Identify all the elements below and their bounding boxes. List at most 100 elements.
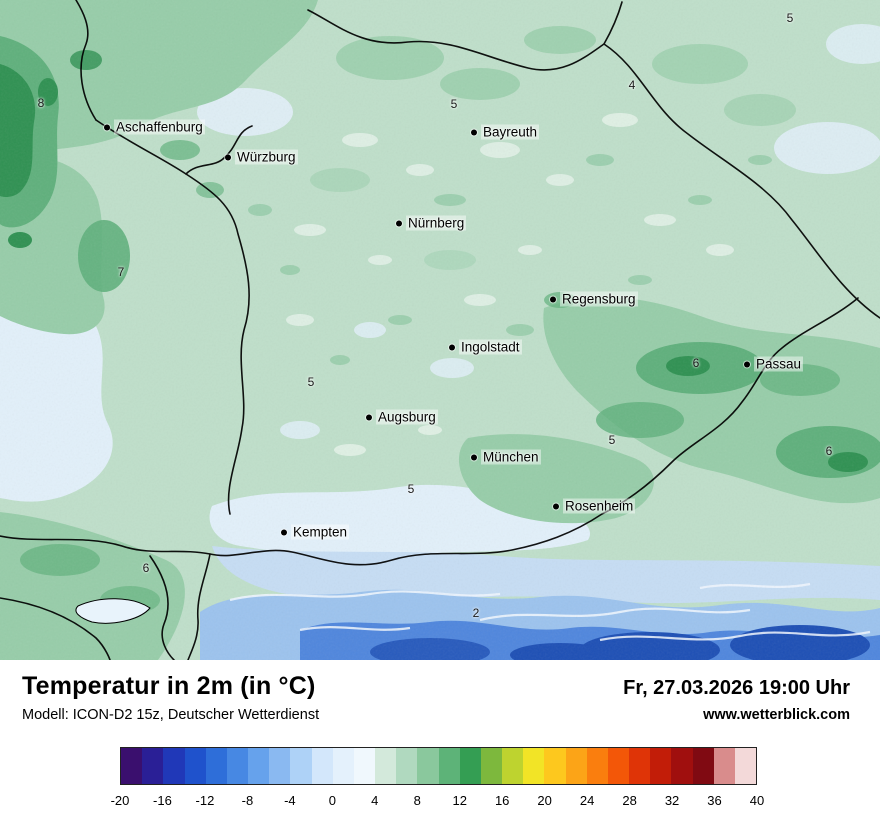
city-marker: Regensburg <box>550 291 638 307</box>
city-marker: Nürnberg <box>396 215 467 231</box>
colorbar-cell <box>248 748 270 784</box>
temperature-field-svg <box>0 0 880 660</box>
colorbar-tick-label: 16 <box>494 793 510 808</box>
city-label: Passau <box>754 356 804 372</box>
city-dot-icon <box>281 529 287 535</box>
temp-value-label: 2 <box>472 606 480 620</box>
city-label: Ingolstadt <box>459 339 522 355</box>
colorbar-cell <box>544 748 566 784</box>
city-dot-icon <box>471 129 477 135</box>
colorbar-cell <box>396 748 418 784</box>
colorbar-tick-label: 40 <box>749 793 765 808</box>
temp-value-label: 6 <box>825 444 833 458</box>
city-label: München <box>481 449 541 465</box>
colorbar-tick-label: -16 <box>153 793 172 808</box>
temp-value-label: 6 <box>692 356 700 370</box>
city-marker: Ingolstadt <box>449 339 522 355</box>
city-label: Nürnberg <box>406 215 467 231</box>
colorbar-cell <box>523 748 545 784</box>
city-dot-icon <box>449 344 455 350</box>
temp-value-label: 5 <box>407 482 415 496</box>
city-dot-icon <box>396 220 402 226</box>
temp-value-label: 7 <box>117 265 125 279</box>
city-label: Kempten <box>291 524 350 540</box>
colorbar-tick-label: 32 <box>664 793 680 808</box>
colorbar-cell <box>671 748 693 784</box>
city-marker: Bayreuth <box>471 124 540 140</box>
city-marker: Passau <box>744 356 804 372</box>
colorbar-cell <box>650 748 672 784</box>
website-label: www.wetterblick.com <box>703 707 850 723</box>
temp-value-label: 5 <box>786 11 794 25</box>
colorbar-tick-label: 12 <box>452 793 467 808</box>
colorbar-cell <box>607 748 630 784</box>
city-marker: Kempten <box>281 524 350 540</box>
city-label: Regensburg <box>560 291 638 307</box>
legend: -20 -16 -12 -8 -4 0 4 8 12 16 20 24 28 32 36 40 <box>0 723 880 823</box>
colorbar-tick-label: -20 <box>110 793 130 808</box>
temp-value-label: 5 <box>450 97 458 111</box>
colorbar-cell <box>184 748 206 784</box>
city-dot-icon <box>471 454 477 460</box>
colorbar-tick-label: 0 <box>328 793 336 808</box>
temp-value-label: 5 <box>608 433 616 447</box>
model-info: Modell: ICON-D2 15z, Deutscher Wetterdie… <box>22 707 320 723</box>
colorbar-tick-label: 4 <box>371 793 379 808</box>
colorbar-cell <box>205 748 227 784</box>
colorbar-cell <box>502 748 524 784</box>
city-dot-icon <box>550 296 556 302</box>
colorbar-cell <box>375 748 397 784</box>
colorbar-cell <box>565 748 587 784</box>
colorbar-tick-label: 24 <box>579 793 595 808</box>
lake-bodensee <box>75 598 151 624</box>
colorbar-tick-label: 36 <box>707 793 722 808</box>
colorbar-tick-label: -8 <box>241 793 254 808</box>
colorbar-cell <box>692 748 714 784</box>
city-dot-icon <box>553 503 559 509</box>
colorbar-cell <box>332 748 354 784</box>
colorbar-cell <box>480 748 503 784</box>
city-marker: Aschaffenburg <box>104 119 205 135</box>
title-bar: Temperatur in 2m (in °C) Fr, 27.03.2026 … <box>0 660 880 701</box>
city-label: Würzburg <box>235 149 298 165</box>
city-dot-icon <box>366 414 372 420</box>
colorbar-cell <box>269 748 291 784</box>
city-label: Aschaffenburg <box>114 119 205 135</box>
forecast-datetime: Fr, 27.03.2026 19:00 Uhr <box>623 677 850 699</box>
colorbar-cell <box>290 748 312 784</box>
temp-value-label: 6 <box>142 561 150 575</box>
weather-map: Aschaffenburg Würzburg Bayreuth Nürnberg Reg… <box>0 0 880 660</box>
colorbar-cell <box>713 748 735 784</box>
colorbar-cell <box>142 748 164 784</box>
page-title: Temperatur in 2m (in °C) <box>22 672 316 700</box>
colorbar-cell <box>226 748 249 784</box>
city-label: Augsburg <box>376 409 438 425</box>
temp-value-label: 8 <box>37 96 45 110</box>
colorbar-ticks: -20 -16 -12 -8 -4 0 4 8 12 16 20 24 28 32 36 40 <box>111 789 765 813</box>
temp-value-label: 4 <box>628 78 636 92</box>
city-marker: Augsburg <box>366 409 438 425</box>
colorbar-tick-label: 8 <box>413 793 421 808</box>
city-dot-icon <box>104 124 110 130</box>
border-lines <box>0 0 880 660</box>
colorbar-tick-label: 20 <box>537 793 552 808</box>
colorbar-cell <box>459 748 481 784</box>
city-marker: München <box>471 449 541 465</box>
colorbar-tick-label: 28 <box>622 793 637 808</box>
colorbar-cell <box>438 748 460 784</box>
city-dot-icon <box>744 361 750 367</box>
colorbar-tick-label: -4 <box>284 793 296 808</box>
colorbar-cell <box>353 748 376 784</box>
colorbar-cell <box>121 748 143 784</box>
colorbar-tick-label: -12 <box>195 793 215 808</box>
subtitle-bar: Modell: ICON-D2 15z, Deutscher Wetterdie… <box>0 701 880 723</box>
colorbar-cell <box>163 748 185 784</box>
city-marker: Würzburg <box>225 149 298 165</box>
colorbar-cell <box>586 748 608 784</box>
colorbar-cell <box>311 748 333 784</box>
city-label: Rosenheim <box>563 498 636 514</box>
temp-value-label: 5 <box>307 375 315 389</box>
noise-texture <box>0 0 880 660</box>
colorbar-cell <box>734 748 757 784</box>
city-dot-icon <box>225 154 231 160</box>
